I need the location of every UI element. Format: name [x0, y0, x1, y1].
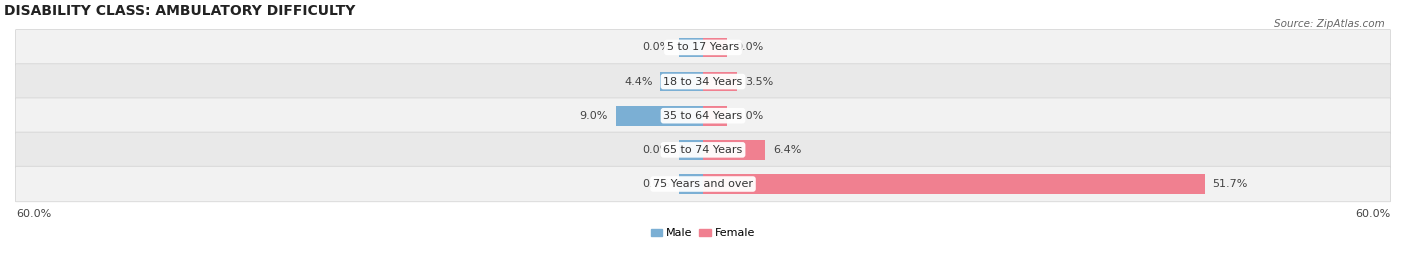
Text: 0.0%: 0.0%	[735, 42, 763, 53]
Text: 60.0%: 60.0%	[15, 209, 51, 219]
Text: 0.0%: 0.0%	[643, 42, 671, 53]
Text: Source: ZipAtlas.com: Source: ZipAtlas.com	[1274, 19, 1385, 29]
Text: 65 to 74 Years: 65 to 74 Years	[664, 145, 742, 155]
Bar	[703, 106, 727, 126]
FancyBboxPatch shape	[15, 166, 1391, 202]
FancyBboxPatch shape	[15, 98, 1391, 133]
Bar	[679, 174, 703, 194]
Bar	[616, 106, 703, 126]
Bar	[679, 38, 703, 57]
Legend: Male, Female: Male, Female	[647, 224, 759, 243]
Text: DISABILITY CLASS: AMBULATORY DIFFICULTY: DISABILITY CLASS: AMBULATORY DIFFICULTY	[4, 4, 356, 18]
Text: 0.0%: 0.0%	[643, 179, 671, 189]
Text: 75 Years and over: 75 Years and over	[652, 179, 754, 189]
FancyBboxPatch shape	[15, 30, 1391, 65]
Text: 9.0%: 9.0%	[579, 111, 607, 121]
Bar	[679, 140, 703, 160]
Text: 0.0%: 0.0%	[735, 111, 763, 121]
Text: 5 to 17 Years: 5 to 17 Years	[666, 42, 740, 53]
Text: 18 to 34 Years: 18 to 34 Years	[664, 77, 742, 87]
Bar	[703, 72, 737, 91]
Bar	[703, 140, 765, 160]
Bar	[703, 174, 1205, 194]
Text: 6.4%: 6.4%	[773, 145, 801, 155]
Bar	[703, 38, 727, 57]
Text: 3.5%: 3.5%	[745, 77, 773, 87]
Text: 35 to 64 Years: 35 to 64 Years	[664, 111, 742, 121]
Text: 60.0%: 60.0%	[1355, 209, 1391, 219]
Text: 4.4%: 4.4%	[624, 77, 652, 87]
Text: 51.7%: 51.7%	[1212, 179, 1249, 189]
Bar	[661, 72, 703, 91]
FancyBboxPatch shape	[15, 132, 1391, 168]
FancyBboxPatch shape	[15, 64, 1391, 99]
Text: 0.0%: 0.0%	[643, 145, 671, 155]
